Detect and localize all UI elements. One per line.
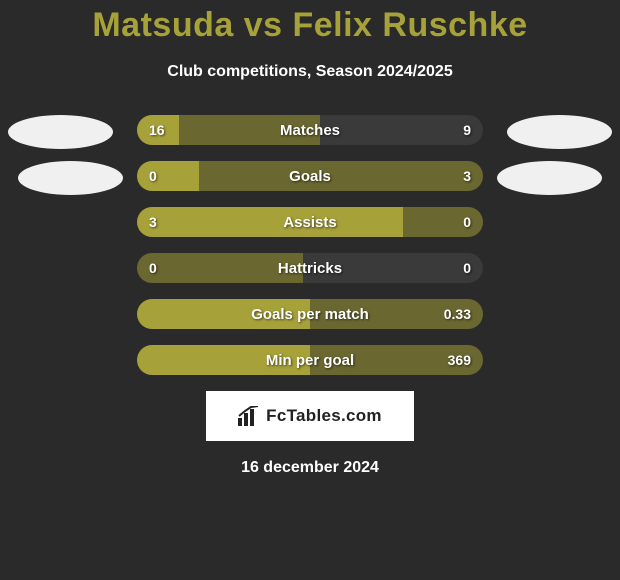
stat-value-left: 3 <box>149 207 157 237</box>
date-label: 16 december 2024 <box>0 459 620 477</box>
stat-label: Matches <box>137 115 483 145</box>
stat-value-right: 0 <box>463 207 471 237</box>
stat-row: Goals per match0.33 <box>137 299 483 329</box>
stat-label: Min per goal <box>137 345 483 375</box>
comparison-area: Matches169Goals03Assists30Hattricks00Goa… <box>0 115 620 375</box>
stat-value-right: 9 <box>463 115 471 145</box>
avatar-right-top <box>507 115 612 149</box>
stat-value-right: 3 <box>463 161 471 191</box>
stat-row: Goals0 3 <box>137 161 483 191</box>
stat-value-right: 0 <box>463 253 471 283</box>
stats-bars: Matches169Goals03Assists30Hattricks00Goa… <box>137 115 483 375</box>
stat-label: Assists <box>137 207 483 237</box>
branding-text: FcTables.com <box>266 406 382 426</box>
stat-row: Matches16 9 <box>137 115 483 145</box>
stat-value-right: 0.33 <box>444 299 471 329</box>
stat-value-left: 0 <box>149 161 157 191</box>
stat-row: Hattricks0 0 <box>137 253 483 283</box>
stat-label: Goals <box>137 161 483 191</box>
stat-label: Goals per match <box>137 299 483 329</box>
avatar-right-bottom <box>497 161 602 195</box>
avatar-left-bottom <box>18 161 123 195</box>
stat-label: Hattricks <box>137 253 483 283</box>
page-subtitle: Club competitions, Season 2024/2025 <box>0 63 620 81</box>
stat-value-left: 16 <box>149 115 165 145</box>
page-title: Matsuda vs Felix Ruschke <box>0 0 620 45</box>
stat-value-right: 369 <box>448 345 471 375</box>
chart-icon <box>238 406 260 426</box>
stat-row: Assists3 0 <box>137 207 483 237</box>
avatar-left-top <box>8 115 113 149</box>
branding-badge: FcTables.com <box>206 391 414 441</box>
stat-row: Min per goal369 <box>137 345 483 375</box>
stat-value-left: 0 <box>149 253 157 283</box>
